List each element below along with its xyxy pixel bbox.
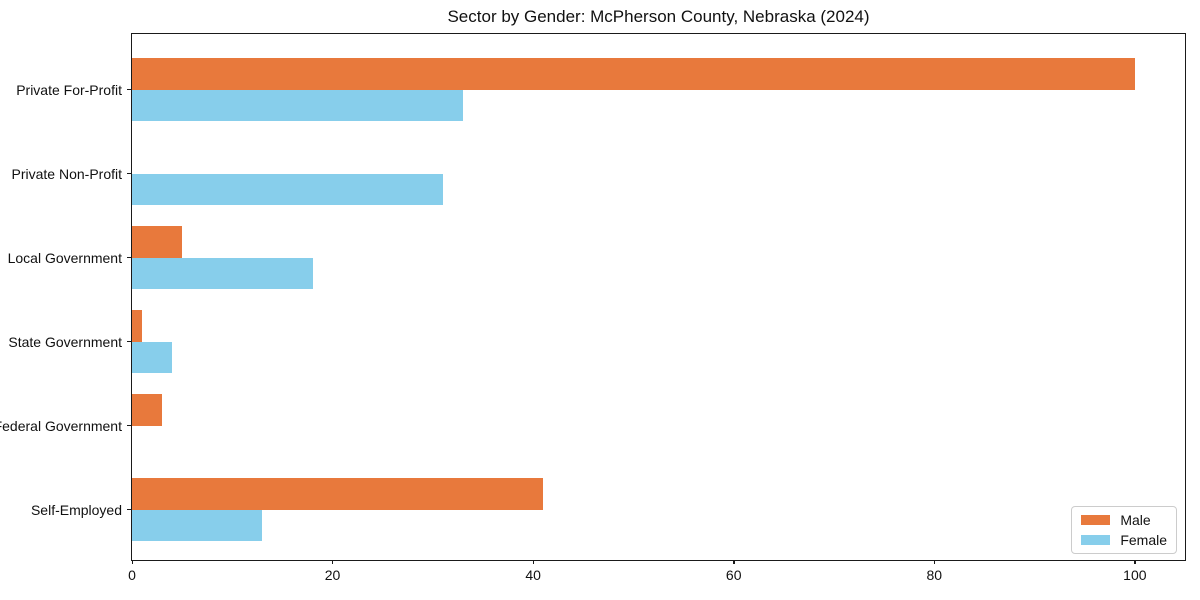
x-axis-tick bbox=[332, 560, 334, 564]
y-axis-tick bbox=[127, 89, 132, 91]
legend-swatch-male bbox=[1081, 515, 1111, 525]
x-tick-label-80: 80 bbox=[926, 567, 943, 583]
bar-male-private-for-profit bbox=[132, 58, 1135, 90]
x-axis-tick bbox=[933, 560, 936, 564]
x-tick-label-20: 20 bbox=[324, 567, 341, 583]
y-axis-tick bbox=[127, 173, 132, 175]
legend-item-male: Male bbox=[1081, 513, 1167, 527]
bar-female-state-government bbox=[132, 341, 173, 373]
bar-female-self-employed bbox=[132, 509, 263, 541]
x-tick-label-0: 0 bbox=[128, 567, 136, 583]
chart-title: Sector by Gender: McPherson County, Nebr… bbox=[447, 7, 870, 26]
y-axis-tick bbox=[127, 509, 132, 511]
bar-male-state-government bbox=[132, 310, 143, 342]
x-axis-tick bbox=[1134, 560, 1136, 564]
bar-male-self-employed bbox=[132, 478, 544, 510]
x-axis-tick bbox=[532, 560, 534, 564]
y-tick-label-federal-government: Federal Government bbox=[0, 417, 122, 434]
x-axis-tick bbox=[131, 560, 133, 564]
bar-male-local-government bbox=[132, 226, 183, 258]
bar-female-private-for-profit bbox=[132, 89, 463, 121]
bar-female-private-non-profit bbox=[132, 173, 443, 205]
y-tick-label-state-government: State Government bbox=[8, 333, 122, 350]
x-tick-label-40: 40 bbox=[525, 567, 541, 583]
legend-swatch-female bbox=[1081, 535, 1111, 545]
y-axis-tick bbox=[127, 425, 132, 427]
x-tick-label-60: 60 bbox=[725, 567, 742, 583]
y-tick-label-private-non-profit: Private Non-Profit bbox=[11, 165, 122, 182]
legend-label-male: Male bbox=[1120, 512, 1151, 528]
y-tick-label-private-for-profit: Private For-Profit bbox=[16, 81, 122, 98]
legend: Male Female bbox=[1071, 506, 1177, 554]
plot-area: Private For-Profit Private Non-Profit Loca… bbox=[0, 33, 1186, 583]
x-axis-tick bbox=[733, 560, 735, 564]
bar-female-local-government bbox=[132, 257, 313, 289]
bar-male-federal-government bbox=[132, 394, 163, 426]
y-tick-label-self-employed: Self-Employed bbox=[30, 501, 122, 518]
y-axis-tick bbox=[127, 257, 132, 259]
x-tick-label-100: 100 bbox=[1123, 567, 1147, 583]
legend-label-female: Female bbox=[1120, 532, 1167, 548]
y-tick-label-local-government: Local Government bbox=[7, 249, 122, 266]
y-axis-tick bbox=[127, 341, 132, 343]
legend-item-female: Female bbox=[1081, 533, 1167, 547]
